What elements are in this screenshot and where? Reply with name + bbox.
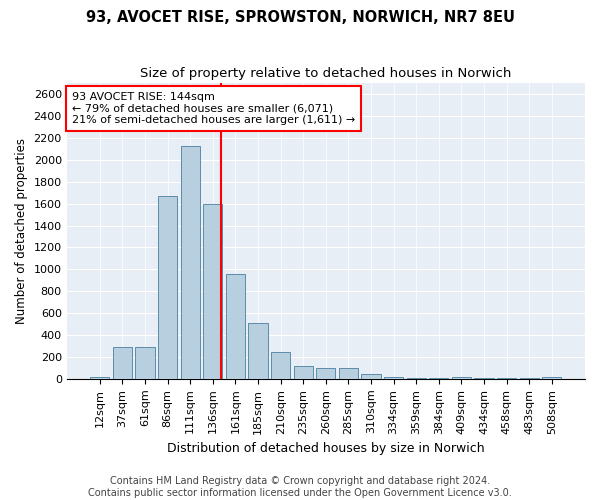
Bar — [452, 377, 471, 379]
Bar — [316, 368, 335, 379]
Bar — [339, 368, 358, 379]
Bar — [271, 352, 290, 379]
Bar — [361, 374, 380, 379]
X-axis label: Distribution of detached houses by size in Norwich: Distribution of detached houses by size … — [167, 442, 485, 455]
Bar — [497, 378, 516, 379]
Text: 93, AVOCET RISE, SPROWSTON, NORWICH, NR7 8EU: 93, AVOCET RISE, SPROWSTON, NORWICH, NR7… — [86, 10, 515, 25]
Bar — [542, 377, 562, 379]
Bar — [384, 377, 403, 379]
Bar — [181, 146, 200, 379]
Bar — [203, 204, 223, 379]
Bar — [90, 377, 109, 379]
Y-axis label: Number of detached properties: Number of detached properties — [15, 138, 28, 324]
Bar — [520, 378, 539, 379]
Bar — [407, 378, 426, 379]
Bar — [136, 346, 155, 379]
Text: 93 AVOCET RISE: 144sqm
← 79% of detached houses are smaller (6,071)
21% of semi-: 93 AVOCET RISE: 144sqm ← 79% of detached… — [72, 92, 355, 125]
Bar — [226, 274, 245, 379]
Bar — [158, 196, 177, 379]
Bar — [113, 347, 132, 379]
Bar — [475, 378, 494, 379]
Text: Contains HM Land Registry data © Crown copyright and database right 2024.
Contai: Contains HM Land Registry data © Crown c… — [88, 476, 512, 498]
Bar — [248, 323, 268, 379]
Bar — [293, 366, 313, 379]
Title: Size of property relative to detached houses in Norwich: Size of property relative to detached ho… — [140, 68, 512, 80]
Bar — [429, 378, 448, 379]
